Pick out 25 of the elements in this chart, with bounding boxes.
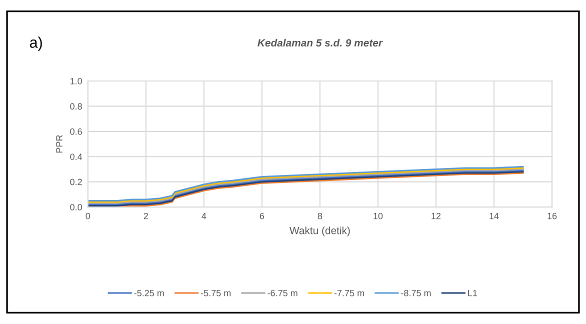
x-tick-label: 6 xyxy=(260,212,264,220)
legend-label: -5.75 m xyxy=(200,290,231,296)
x-tick-label: 10 xyxy=(374,212,383,220)
y-tick-label: 0.0 xyxy=(70,204,82,210)
chart-title: Kedalaman 5 s.d. 9 meter xyxy=(258,38,383,47)
y-tick-label: 0.8 xyxy=(70,103,82,110)
x-tick-label: 12 xyxy=(432,212,441,220)
legend-label: -8.75 m xyxy=(401,290,431,296)
x-axis-title: Waktu (detik) xyxy=(290,226,350,236)
y-tick-label: 1.0 xyxy=(70,78,82,84)
legend-label: -5.25 m xyxy=(134,290,164,296)
x-tick-label: 16 xyxy=(548,212,557,220)
x-tick-label: 2 xyxy=(144,212,148,220)
y-axis-title: PPR xyxy=(56,135,62,153)
legend-label: L1 xyxy=(468,290,478,296)
x-tick-label: 14 xyxy=(490,212,499,220)
y-tick-label: 0.2 xyxy=(70,178,82,186)
x-tick-label: 8 xyxy=(318,212,322,220)
text: a) xyxy=(30,36,42,51)
x-tick-label: 4 xyxy=(202,212,206,220)
x-tick-label: 0 xyxy=(86,212,90,220)
legend-label: -6.75 m xyxy=(268,290,298,296)
y-tick-label: 0.4 xyxy=(70,154,82,160)
legend-label: -7.75 m xyxy=(334,290,364,296)
y-tick-label: 0.6 xyxy=(70,128,82,135)
